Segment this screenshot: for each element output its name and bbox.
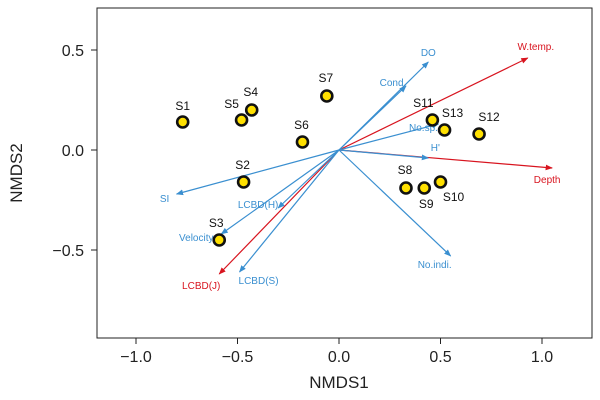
vector-label-cond: Cond. bbox=[380, 78, 407, 89]
site-point-s12 bbox=[472, 127, 486, 141]
site-label-s13: S13 bbox=[442, 106, 464, 120]
vector-label-lcbd-j: LCBD(J) bbox=[182, 281, 220, 292]
site-point-s4 bbox=[244, 103, 259, 117]
vector-arrow-cond bbox=[338, 85, 407, 151]
vector-arrow-velocity bbox=[220, 149, 340, 235]
vector-arrow-si bbox=[175, 149, 340, 196]
vector-arrow-lcbd-h bbox=[277, 149, 340, 209]
site-label-s1: S1 bbox=[175, 99, 190, 113]
x-tick-label: −0.5 bbox=[222, 349, 254, 366]
x-axis: −1.0 −0.5 0.0 0.5 1.0 bbox=[120, 338, 553, 366]
site-label-s2: S2 bbox=[235, 158, 250, 172]
site-point-s2 bbox=[236, 175, 251, 189]
site-point-s10 bbox=[433, 175, 448, 189]
vector-label-lcbd-s: LCBD(S) bbox=[239, 276, 279, 287]
x-tick-label: 0.5 bbox=[429, 349, 451, 366]
site-point-s13 bbox=[437, 123, 452, 137]
site-label-s6: S6 bbox=[294, 118, 309, 132]
vector-arrow-lcbd-j bbox=[218, 149, 340, 275]
vector-label-depth: Depth bbox=[534, 175, 561, 186]
environmental-vectors: W.temp. Depth LCBD(J) DO Cond. No.sp. H' No.ind… bbox=[160, 42, 561, 292]
site-label-s8: S8 bbox=[398, 163, 413, 177]
site-point-s9 bbox=[417, 181, 432, 195]
site-label-s7: S7 bbox=[318, 71, 333, 85]
vector-arrow-lcbd-s bbox=[239, 149, 340, 273]
x-tick-label: 0.0 bbox=[328, 349, 350, 366]
y-axis: 0.5 0.0 −0.5 bbox=[52, 43, 97, 260]
site-points: S1 S2 S3 S4 S5 S6 S7 S8 S9 S10 S11 S12 S13 bbox=[175, 71, 500, 247]
site-point-s7 bbox=[320, 89, 334, 103]
site-point-s8 bbox=[399, 181, 413, 195]
vector-label-velocity: Velocity bbox=[179, 233, 213, 244]
site-label-s11: S11 bbox=[413, 96, 434, 110]
x-tick-label: 1.0 bbox=[531, 349, 553, 366]
vector-label-h: H' bbox=[431, 143, 440, 154]
x-tick-label: −1.0 bbox=[120, 349, 152, 366]
y-tick-label: 0.0 bbox=[62, 143, 84, 160]
site-point-s5 bbox=[234, 113, 249, 127]
plot-frame bbox=[96, 7, 593, 339]
vector-arrow-h bbox=[338, 149, 430, 161]
site-label-s12: S12 bbox=[478, 110, 500, 124]
y-axis-title: NMDS2 bbox=[7, 143, 26, 203]
site-label-s4: S4 bbox=[243, 85, 258, 99]
site-point-s11 bbox=[425, 113, 440, 127]
site-label-s9: S9 bbox=[419, 197, 434, 211]
vector-label-w-temp: W.temp. bbox=[517, 42, 554, 53]
y-tick-label: −0.5 bbox=[52, 243, 84, 260]
vector-arrow-w-temp bbox=[338, 57, 529, 151]
vector-label-no-indi: No.indi. bbox=[418, 260, 452, 271]
site-point-s1 bbox=[175, 115, 190, 129]
site-label-s5: S5 bbox=[224, 97, 239, 111]
y-tick-label: 0.5 bbox=[62, 43, 84, 60]
site-point-s6 bbox=[295, 135, 310, 149]
site-point-s3 bbox=[212, 233, 227, 247]
vector-label-lcbd-h: LCBD(H) bbox=[238, 200, 279, 211]
vector-arrow-no-indi bbox=[338, 149, 452, 257]
vector-label-no-sp: No.sp. bbox=[409, 123, 438, 134]
x-axis-title: NMDS1 bbox=[309, 373, 369, 392]
site-label-s10: S10 bbox=[443, 190, 465, 204]
site-label-s3: S3 bbox=[209, 216, 224, 230]
vector-arrow-no-sp bbox=[338, 122, 440, 151]
vector-label-si: SI bbox=[160, 194, 169, 205]
vector-label-do: DO bbox=[421, 48, 436, 59]
